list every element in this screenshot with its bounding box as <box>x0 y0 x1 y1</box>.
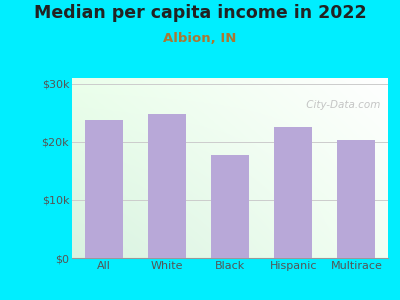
Bar <box>85 120 122 258</box>
Text: Median per capita income in 2022: Median per capita income in 2022 <box>34 4 366 22</box>
Text: Albion, IN: Albion, IN <box>163 32 237 44</box>
Bar <box>211 154 249 258</box>
Text: City-Data.com: City-Data.com <box>303 100 380 110</box>
Bar <box>148 114 186 258</box>
Bar <box>274 128 312 258</box>
Bar <box>338 140 375 258</box>
